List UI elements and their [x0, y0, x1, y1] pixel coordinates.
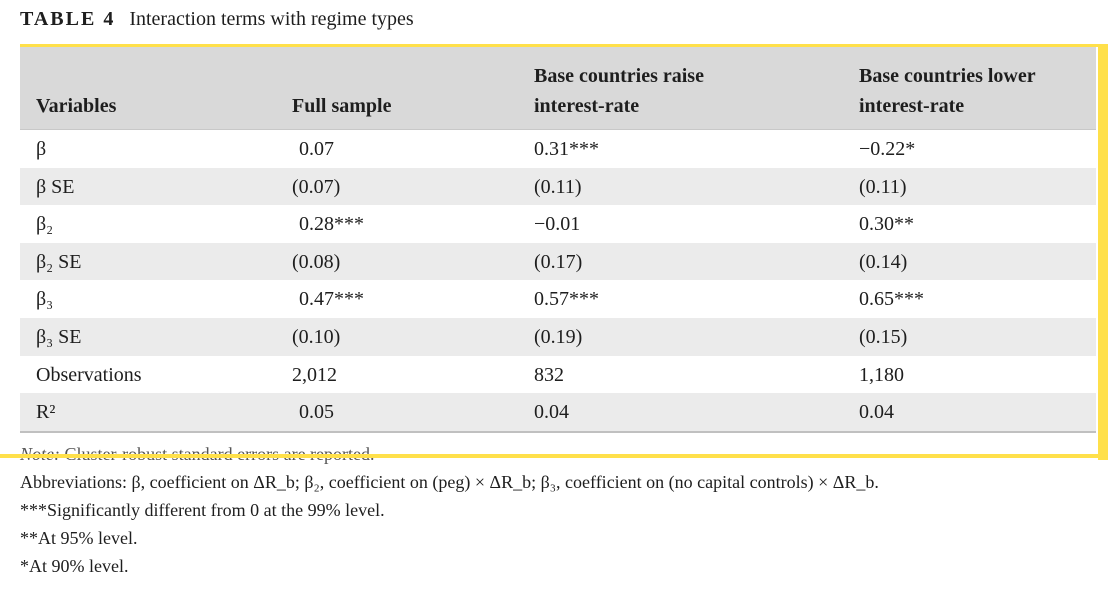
- row-label: R²: [36, 401, 56, 424]
- header-lower-line1: Base countries lower: [859, 65, 1036, 87]
- cell-full-sample: 0.28***: [299, 213, 364, 236]
- table-row: R² 0.05 0.04 0.04: [20, 393, 1096, 431]
- cell-lower: (0.14): [859, 250, 908, 273]
- header-raise-line2: interest-rate: [534, 95, 640, 117]
- row-label: β₃ SE: [36, 325, 82, 348]
- table-row: β₃ 0.47*** 0.57*** 0.65***: [20, 280, 1096, 318]
- cell-raise: (0.11): [534, 175, 582, 198]
- cell-full-sample: 2,012: [292, 363, 337, 386]
- table-label: TABLE 4: [20, 8, 116, 30]
- significance-90: *At 90% level.: [20, 556, 129, 576]
- cell-lower: 0.65***: [859, 288, 924, 311]
- cell-raise: 0.31***: [534, 138, 599, 160]
- table-row: β₂ SE (0.08) (0.17) (0.14): [20, 242, 1096, 281]
- header-variables: Variables: [36, 95, 117, 117]
- header-raise-line1: Base countries raise: [534, 65, 704, 87]
- highlight-frame-right: [1098, 44, 1108, 460]
- row-label: β SE: [36, 175, 75, 198]
- cell-full-sample: 0.05: [299, 401, 334, 424]
- cell-lower: 0.30**: [859, 213, 914, 236]
- cell-lower: (0.15): [859, 325, 908, 348]
- header-raise: Base countries raise interest-rate: [534, 61, 704, 121]
- table-row: Observations 2,012 832 1,180: [20, 356, 1096, 394]
- significance-95: **At 95% level.: [20, 528, 138, 548]
- cell-full-sample: (0.07): [292, 175, 341, 198]
- cell-raise: 0.04: [534, 401, 569, 424]
- cell-full-sample: (0.08): [292, 250, 341, 273]
- cell-raise: (0.17): [534, 250, 583, 273]
- header-lower-line2: interest-rate: [859, 95, 965, 117]
- cell-raise: (0.19): [534, 325, 583, 348]
- cell-lower: 0.04: [859, 401, 894, 424]
- table-row: β SE (0.07) (0.11) (0.11): [20, 167, 1096, 206]
- row-label: β₃: [36, 288, 54, 311]
- row-label: Observations: [36, 363, 142, 386]
- cell-raise: 832: [534, 363, 564, 386]
- row-label: β: [36, 138, 47, 160]
- table-row: β₂ 0.28*** −0.01 0.30**: [20, 205, 1096, 243]
- cell-full-sample: 0.07: [299, 138, 334, 160]
- table-header: Variables Full sample Base countries rai…: [20, 47, 1096, 130]
- highlight-frame-bottom: [0, 454, 1108, 458]
- highlight-frame-top: [20, 44, 1098, 47]
- cell-full-sample: (0.10): [292, 325, 341, 348]
- cell-raise: −0.01: [534, 213, 581, 236]
- cell-full-sample: 0.47***: [299, 288, 364, 311]
- table-notes: Note: Cluster-robust standard errors are…: [20, 440, 879, 580]
- table-row: β₃ SE (0.10) (0.19) (0.15): [20, 317, 1096, 356]
- table-row: β 0.07 0.31*** −0.22*: [20, 130, 1096, 168]
- table-title: Interaction terms with regime types: [129, 8, 414, 30]
- cell-raise: 0.57***: [534, 288, 599, 311]
- abbreviations-line: Abbreviations: β, coefficient on ΔR_b; β…: [20, 472, 879, 492]
- regression-table: Variables Full sample Base countries rai…: [20, 47, 1096, 433]
- row-label: β₂: [36, 213, 54, 236]
- cell-lower: −0.22*: [859, 138, 916, 160]
- table-caption: TABLE 4 Interaction terms with regime typ…: [20, 8, 414, 31]
- table-bottom-rule: [20, 430, 1096, 433]
- cell-lower: (0.11): [859, 175, 907, 198]
- header-lower: Base countries lower interest-rate: [859, 61, 1036, 121]
- cell-lower: 1,180: [859, 363, 904, 386]
- row-label: β₂ SE: [36, 250, 82, 273]
- significance-99: ***Significantly different from 0 at the…: [20, 500, 385, 520]
- header-full-sample: Full sample: [292, 95, 392, 117]
